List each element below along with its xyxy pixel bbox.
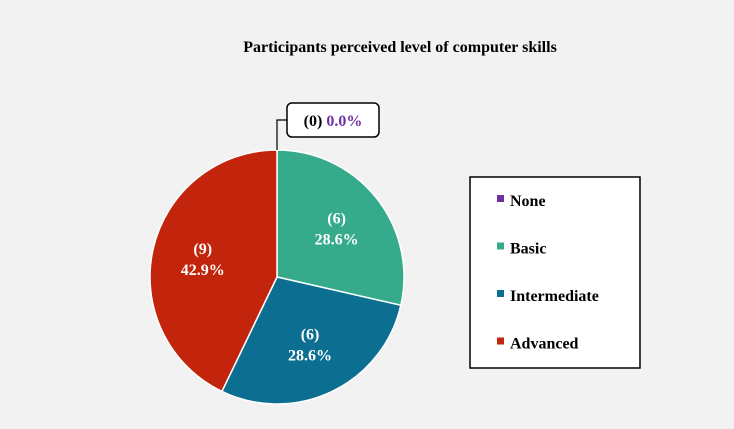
- callout-box-none: [286, 102, 380, 138]
- legend-swatch-basic: [497, 242, 504, 250]
- slice-percent-intermediate: 28.6%: [288, 348, 332, 365]
- legend-label-intermediate: Intermediate: [510, 288, 599, 305]
- chart-title: Participants perceived level of computer…: [243, 39, 557, 56]
- legend-box: [469, 176, 641, 369]
- slice-count-none: (0): [304, 113, 327, 130]
- legend-label-advanced: Advanced: [510, 336, 579, 353]
- pie-slices: [149, 149, 405, 405]
- slice-percent-basic: 28.6%: [315, 231, 359, 248]
- callout-label-none: (0) 0.0%: [304, 113, 363, 130]
- pie-slice-intermediate: [220, 276, 402, 405]
- zero-slice-callout: (0) 0.0%: [276, 102, 380, 150]
- slice-percent-advanced: 42.9%: [181, 262, 225, 279]
- legend-swatch-none: [497, 195, 504, 202]
- legend-label-basic: Basic: [510, 241, 546, 258]
- slice-label-basic: (6) 28.6%: [315, 210, 359, 248]
- legend-swatch-advanced: [497, 337, 504, 345]
- pie-slice-basic: [276, 149, 405, 307]
- slice-count-intermediate: (6): [301, 327, 320, 344]
- slice-label-advanced: (9) 42.9%: [181, 241, 225, 279]
- slice-percent-none: 0.0%: [326, 113, 362, 130]
- slice-label-intermediate: (6) 28.6%: [288, 327, 332, 365]
- slice-count-advanced: (9): [193, 241, 212, 258]
- pie-slice-advanced: [149, 149, 278, 393]
- slice-labels: (6) 28.6% (6) 28.6% (9) 42.9%: [181, 210, 359, 364]
- slice-count-basic: (6): [327, 210, 346, 227]
- callout-leader-none: [276, 119, 287, 150]
- legend-swatch-intermediate: [497, 290, 504, 297]
- legend-label-none: None: [510, 193, 546, 210]
- legend: None Basic Intermediate Advanced: [469, 176, 641, 369]
